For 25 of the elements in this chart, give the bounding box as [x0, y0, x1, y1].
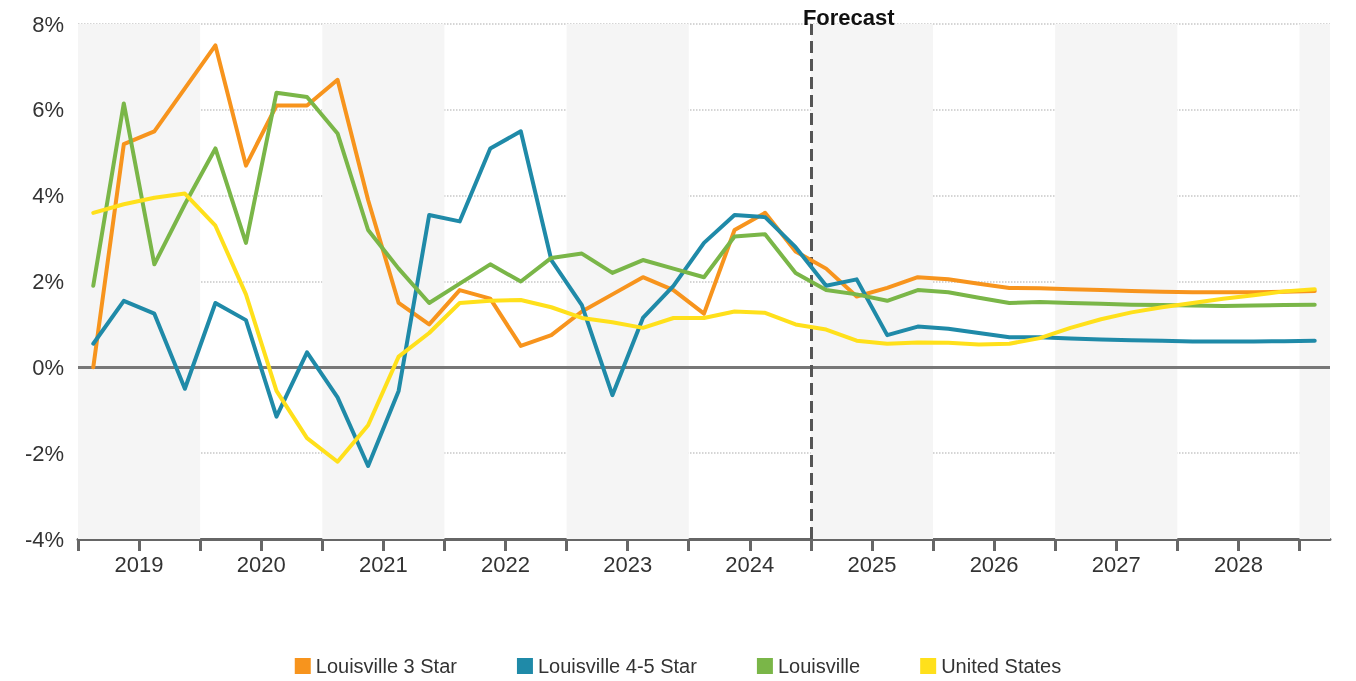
legend-label: Louisville 3 Star [315, 655, 458, 677]
x-tick-label: 2024 [725, 551, 775, 577]
x-tick-label: 2027 [1091, 551, 1141, 577]
legend-label: Louisville 4-5 Star [537, 655, 698, 677]
y-tick-label: 4% [32, 183, 64, 209]
legend-label: Louisville [777, 655, 861, 677]
line-series [91, 191, 1317, 464]
y-tick-label: 6% [32, 97, 64, 123]
legend-label: United States [941, 655, 1062, 677]
line-series [91, 90, 1317, 308]
x-tick-label: 2022 [481, 551, 530, 577]
x-tick-label: 2020 [236, 551, 286, 577]
y-tick-label: 8% [32, 11, 64, 37]
x-tick-label: 2028 [1213, 551, 1263, 577]
y-tick-label: -2% [24, 440, 64, 466]
line-series [91, 129, 1317, 469]
x-tick-label: 2023 [603, 551, 653, 577]
ref-line-label: Forecast [802, 4, 896, 30]
y-tick-label: 2% [32, 269, 64, 294]
x-tick-label: 2021 [358, 551, 408, 577]
x-tick-label: 2025 [847, 551, 897, 577]
x-tick-label: 2019 [114, 551, 164, 577]
y-tick-label: -4% [24, 526, 64, 552]
y-tick-label: 0% [32, 354, 64, 380]
x-tick-label: 2026 [969, 551, 1019, 577]
